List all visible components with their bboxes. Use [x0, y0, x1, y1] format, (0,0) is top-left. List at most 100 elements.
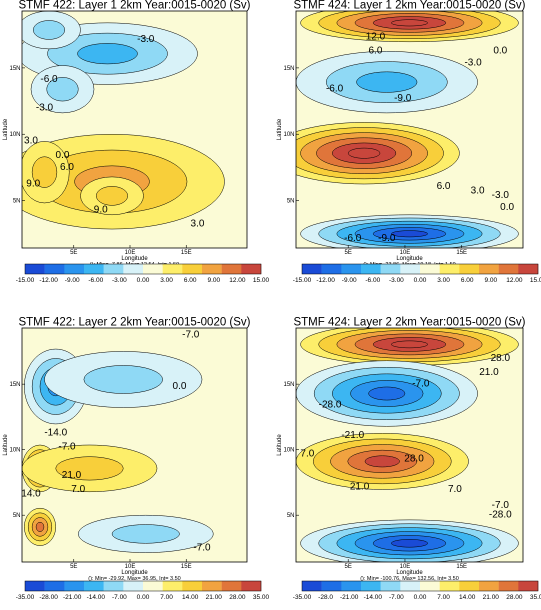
- contour-label: -6.0: [40, 74, 58, 85]
- contour-label: -7.0: [492, 500, 510, 511]
- chart-title: STMF 424: Layer 2 2km Year:0015-0020 (Sv…: [293, 317, 525, 329]
- colorbar-tick-label: -6.00: [88, 277, 103, 284]
- y-tick-label: 15N: [283, 66, 294, 72]
- colorbar-swatch: [143, 264, 163, 274]
- colorbar-tick-label: -7.00: [112, 594, 127, 601]
- colorbar-swatch: [64, 264, 85, 274]
- y-axis-label: Latitude: [3, 434, 9, 456]
- contour-band: [33, 20, 65, 40]
- colorbar-tick-label: 14.00: [459, 594, 476, 601]
- contour-band: [46, 77, 79, 102]
- contour-label: 9.0: [94, 204, 108, 215]
- colorbar-tick-label: -9.00: [65, 277, 80, 284]
- contour-band: [55, 456, 124, 481]
- colorbar-swatch: [420, 581, 440, 591]
- colorbar-swatch: [420, 264, 440, 274]
- colorbar-tick-label: 9.00: [207, 277, 220, 284]
- chart-title: STMF 422: Layer 1 2km Year:0015-0020 (Sv…: [18, 0, 250, 12]
- chart-panel: STMF 424: Layer 1 2km Year:0015-0020 (Sv…: [277, 0, 541, 284]
- colorbar-tick-label: 3.00: [437, 277, 450, 284]
- colorbar-tick-label: 6.00: [184, 277, 197, 284]
- y-tick-label: 15N: [9, 66, 20, 72]
- y-tick-label: 15N: [9, 382, 20, 388]
- contour-band: [356, 71, 418, 93]
- colorbar-swatch: [123, 581, 144, 591]
- y-tick-label: 10N: [9, 448, 20, 454]
- x-tick-label: 15E: [456, 564, 467, 570]
- contour-label: -9.0: [378, 233, 396, 244]
- colorbar-swatch: [479, 264, 499, 274]
- contour-label: 7.0: [448, 484, 462, 495]
- contour-label: -7.0: [182, 329, 200, 340]
- chart-panel: STMF 422: Layer 1 2km Year:0015-0020 (Sv…: [3, 0, 270, 284]
- y-tick-label: 10N: [283, 448, 294, 454]
- x-tick-label: 10E: [125, 250, 136, 256]
- colorbar-swatch: [241, 581, 262, 591]
- colorbar-frame: [301, 580, 539, 592]
- colorbar-swatch: [182, 264, 203, 274]
- x-tick-label: 10E: [400, 564, 411, 570]
- x-tick-label: 10E: [125, 564, 136, 570]
- y-axis-label: Latitude: [277, 118, 283, 140]
- contour-label: 0.0: [173, 381, 187, 392]
- colorbar-frame: [24, 263, 262, 275]
- colorbar-tick-label: -3.00: [389, 277, 404, 284]
- colorbar-tick-label: -28.00: [39, 594, 58, 601]
- colorbar-tick-label: -35.00: [293, 594, 312, 601]
- colorbar-tick-label: -21.00: [340, 594, 359, 601]
- contour-label: -3.0: [36, 103, 54, 114]
- contour-label: -7.0: [58, 442, 76, 453]
- plot-frame: [295, 10, 524, 249]
- colorbar-swatch: [84, 264, 104, 274]
- contour-label: 3.0: [471, 185, 485, 196]
- x-tick-label: 5E: [70, 564, 77, 570]
- colorbar-tick-label: 0.00: [414, 277, 427, 284]
- stats-line: (): Min= -29.92, Max= 36.95, Int= 3.50: [88, 576, 180, 582]
- colorbar-tick-label: 28.00: [506, 594, 523, 601]
- colorbar-swatch: [64, 581, 85, 591]
- colorbar-swatch: [341, 581, 362, 591]
- colorbar-tick-label: 14.00: [182, 594, 199, 601]
- colorbar-swatch: [143, 581, 163, 591]
- contour-label: 12.0: [366, 31, 386, 42]
- colorbar-swatch: [400, 264, 421, 274]
- colorbar-tick-label: 3.00: [160, 277, 173, 284]
- colorbar-tick-label: 35.00: [253, 594, 270, 601]
- plot-area: [22, 328, 247, 562]
- colorbar-swatch: [44, 264, 65, 274]
- colorbar-tick-label: -21.00: [63, 594, 82, 601]
- colorbar-tick-label: 15.00: [253, 277, 270, 284]
- contour-label: 0.0: [493, 46, 507, 57]
- contour-label: -28.0: [489, 510, 512, 521]
- colorbar-swatch: [241, 264, 262, 274]
- contour-label: -3.0: [464, 58, 482, 69]
- colorbar-swatch: [221, 264, 242, 274]
- colorbar-swatch: [44, 581, 65, 591]
- colorbar-tick-label: -15.00: [293, 277, 312, 284]
- contour-band: [77, 43, 138, 65]
- colorbar-swatch: [25, 581, 45, 591]
- chart-panel: STMF 422: Layer 2 2km Year:0015-0020 (Sv…: [3, 317, 270, 602]
- contour-label: 7.0: [71, 484, 85, 495]
- colorbar-tick-label: 0.00: [137, 277, 150, 284]
- contour-label: -6.0: [344, 233, 362, 244]
- y-tick-label: 5N: [287, 199, 295, 205]
- stats-line: (): Min= -100.76, Max= 132.56, Int= 3.50: [360, 576, 459, 582]
- colorbar-swatch: [518, 581, 539, 591]
- colorbar-swatch: [103, 581, 124, 591]
- contour-label: 6.0: [437, 181, 451, 192]
- colorbar-swatch: [498, 581, 519, 591]
- contour-label: 6.0: [60, 162, 74, 173]
- colorbar-swatch: [202, 581, 222, 591]
- colorbar-tick-label: -14.00: [87, 594, 106, 601]
- contour-label: -9.0: [394, 93, 412, 104]
- colorbar-swatch: [439, 581, 460, 591]
- y-tick-label: 15N: [283, 382, 294, 388]
- colorbar-tick-label: 12.00: [229, 277, 246, 284]
- contour-label: -21.0: [341, 430, 364, 441]
- contour-label: 6.0: [368, 46, 382, 57]
- contour-label: 3.0: [191, 219, 205, 230]
- colorbar-swatch: [123, 264, 144, 274]
- colorbar-swatch: [162, 581, 183, 591]
